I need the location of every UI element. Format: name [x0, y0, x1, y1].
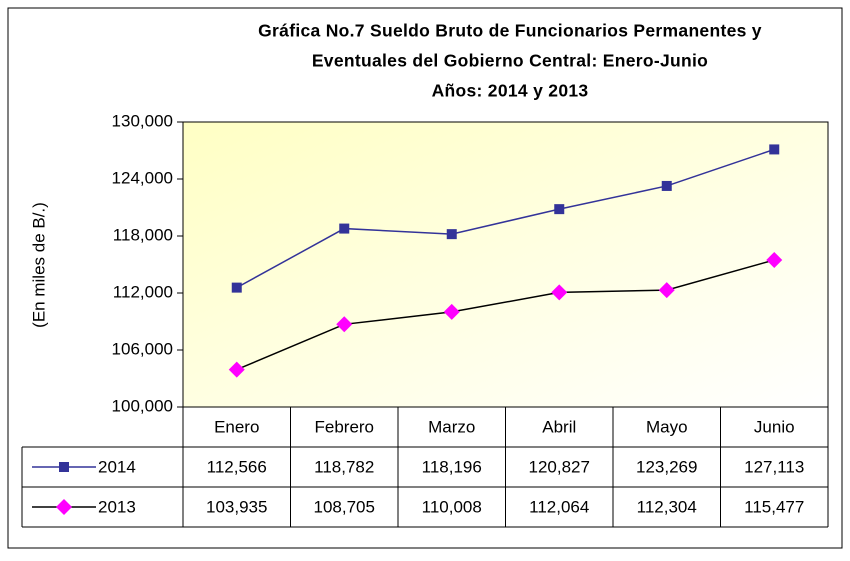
point	[446, 229, 457, 240]
x-tick-label: Abril	[542, 417, 576, 436]
y-tick-label: 118,000	[113, 225, 173, 244]
table-value: 120,827	[529, 457, 590, 476]
x-tick-label: Febrero	[314, 417, 374, 436]
y-axis-label: (En miles de B/.)	[29, 202, 48, 328]
chart-title: Eventuales del Gobierno Central: Enero-J…	[312, 51, 708, 71]
legend-label: 2013	[98, 497, 136, 516]
y-tick-label: 124,000	[112, 168, 173, 187]
table-value: 108,705	[314, 497, 375, 516]
x-tick-label: Marzo	[428, 417, 475, 436]
plot-area	[182, 121, 829, 408]
table-value: 112,566	[207, 457, 267, 476]
table-value: 127,113	[744, 457, 804, 476]
chart-title: Gráfica No.7 Sueldo Bruto de Funcionario…	[258, 21, 762, 41]
point	[228, 361, 245, 378]
point	[769, 144, 780, 155]
y-tick-label: 106,000	[112, 339, 173, 358]
y-tick-label: 100,000	[112, 396, 173, 415]
line	[236, 148, 775, 289]
x-tick-label: Enero	[214, 417, 259, 436]
x-tick-label: Mayo	[646, 417, 688, 436]
point	[59, 462, 69, 472]
point	[339, 223, 350, 234]
table-value: 103,935	[206, 497, 267, 516]
point	[554, 204, 565, 215]
table-value: 123,269	[636, 457, 697, 476]
y-tick-label: 130,000	[112, 111, 173, 130]
point	[661, 180, 672, 191]
point	[766, 251, 783, 268]
table-value: 110,008	[422, 497, 482, 516]
point	[443, 303, 460, 320]
table-value: 118,782	[314, 457, 374, 476]
table-value: 118,196	[422, 457, 482, 476]
point	[56, 499, 72, 515]
chart-title: Años: 2014 y 2013	[432, 81, 589, 101]
line	[236, 259, 775, 371]
legend-label: 2014	[98, 457, 136, 476]
table-value: 115,477	[744, 497, 804, 516]
point	[551, 284, 568, 301]
table-value: 112,064	[529, 497, 589, 516]
point	[231, 282, 242, 293]
x-tick-label: Junio	[754, 417, 795, 436]
table-value: 112,304	[637, 497, 697, 516]
y-tick-label: 112,000	[113, 282, 173, 301]
point	[336, 316, 353, 333]
point	[658, 282, 675, 299]
